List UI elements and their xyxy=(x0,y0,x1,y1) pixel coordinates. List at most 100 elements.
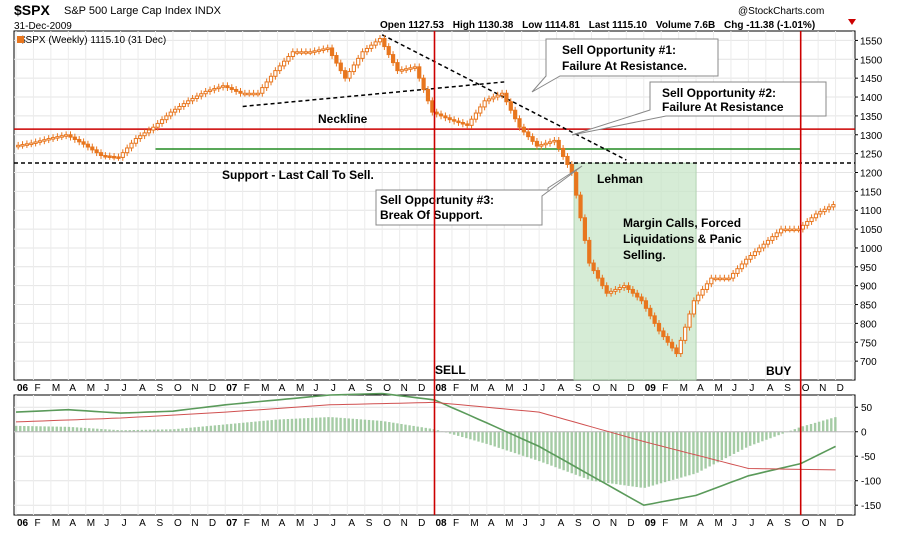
month-tick-label: J xyxy=(749,518,754,529)
histogram-bar xyxy=(79,427,83,432)
price-bar xyxy=(669,341,675,349)
month-tick-label: F xyxy=(662,383,668,394)
month-tick-label: M xyxy=(87,383,95,394)
histogram-bar xyxy=(627,431,630,486)
price-bar xyxy=(377,38,383,43)
price-bar xyxy=(255,92,261,96)
price-bar xyxy=(556,139,561,149)
histogram-bar xyxy=(270,420,273,432)
histogram-bar xyxy=(525,431,529,458)
price-bar xyxy=(748,254,753,260)
histogram-bar xyxy=(603,431,606,483)
price-bar xyxy=(125,147,130,154)
histogram-bar xyxy=(663,431,667,483)
month-tick-label: N xyxy=(610,383,617,394)
histogram-bar xyxy=(19,425,22,432)
price-bar xyxy=(64,134,69,137)
histogram-bar xyxy=(189,427,192,432)
month-tick-label: A xyxy=(348,383,355,394)
month-tick-label: A xyxy=(139,518,146,529)
price-bar xyxy=(438,113,444,117)
month-tick-label: O xyxy=(592,383,600,394)
histogram-bar xyxy=(793,429,797,432)
histogram-bar xyxy=(213,425,217,432)
price-bar xyxy=(530,136,535,142)
price-bar xyxy=(704,283,710,290)
histogram-bar xyxy=(392,422,395,432)
y-tick-label: 1150 xyxy=(860,187,882,198)
histogram-bar xyxy=(160,429,164,432)
histogram-bar xyxy=(542,431,545,463)
neckline-label: Neckline xyxy=(318,112,368,126)
price-bar xyxy=(761,243,766,249)
price-bar xyxy=(59,135,64,138)
price-bar xyxy=(42,139,47,142)
histogram-bar xyxy=(59,426,63,432)
month-tick-label: N xyxy=(819,518,826,529)
histogram-bar xyxy=(546,431,549,465)
histogram-bar xyxy=(465,431,468,439)
month-tick-label: S xyxy=(366,518,373,529)
price-bar xyxy=(164,115,169,121)
histogram-bar xyxy=(112,429,115,432)
price-bar xyxy=(299,51,304,54)
histogram-bar xyxy=(708,431,711,467)
histogram-bar xyxy=(700,431,703,471)
histogram-bar xyxy=(124,430,127,432)
price-bar xyxy=(595,270,601,279)
price-bar xyxy=(94,149,99,154)
histogram-bar xyxy=(233,423,237,432)
price-bar xyxy=(238,90,243,94)
price-bar xyxy=(369,44,374,49)
callout-3-line-1: Sell Opportunity #3: xyxy=(380,193,494,207)
histogram-bar xyxy=(574,431,578,475)
month-tick-label: 09 xyxy=(645,383,657,394)
histogram-bar xyxy=(448,431,452,434)
price-bar xyxy=(456,120,461,124)
histogram-bar xyxy=(209,425,213,432)
price-bar xyxy=(16,144,21,148)
price-bar xyxy=(111,155,117,159)
price-bar xyxy=(399,69,404,72)
price-bar xyxy=(434,111,439,115)
y-tick-label: 950 xyxy=(860,263,877,274)
histogram-bar xyxy=(23,426,26,432)
price-bar xyxy=(116,156,121,159)
price-bar xyxy=(495,94,500,98)
price-bar xyxy=(220,85,226,88)
price-bar xyxy=(316,49,322,52)
month-tick-label: M xyxy=(261,383,269,394)
histogram-bar xyxy=(501,431,505,450)
month-tick-label: O xyxy=(174,383,182,394)
price-bar xyxy=(813,213,819,219)
price-bar xyxy=(674,347,679,355)
price-bar xyxy=(186,100,191,105)
histogram-bar xyxy=(659,431,663,484)
price-bar xyxy=(138,135,143,140)
histogram-bar xyxy=(428,428,432,432)
histogram-bar xyxy=(436,430,440,432)
price-bar xyxy=(129,142,134,149)
price-bar xyxy=(713,277,718,281)
month-tick-label: 09 xyxy=(645,518,657,529)
y-tick-label: 1350 xyxy=(860,112,883,123)
price-bar xyxy=(37,140,43,143)
price-bar xyxy=(81,141,86,145)
price-bar xyxy=(390,54,396,64)
symbol-label: $SPX xyxy=(14,2,50,18)
price-bar xyxy=(329,47,335,57)
price-bar xyxy=(77,138,82,143)
down-arrow-icon xyxy=(848,19,856,25)
histogram-bar xyxy=(39,426,42,432)
month-tick-label: D xyxy=(209,518,216,529)
price-bar xyxy=(591,262,596,272)
histogram-bar xyxy=(530,431,533,459)
price-bar xyxy=(752,251,758,256)
macd-line xyxy=(15,392,836,507)
y-tick-label: 1200 xyxy=(860,168,883,179)
y-tick-label: 1100 xyxy=(860,206,882,217)
price-bar xyxy=(33,141,38,144)
histogram-bar xyxy=(185,428,188,432)
histogram-bar xyxy=(562,431,565,471)
y-tick-label: 0 xyxy=(861,428,867,439)
